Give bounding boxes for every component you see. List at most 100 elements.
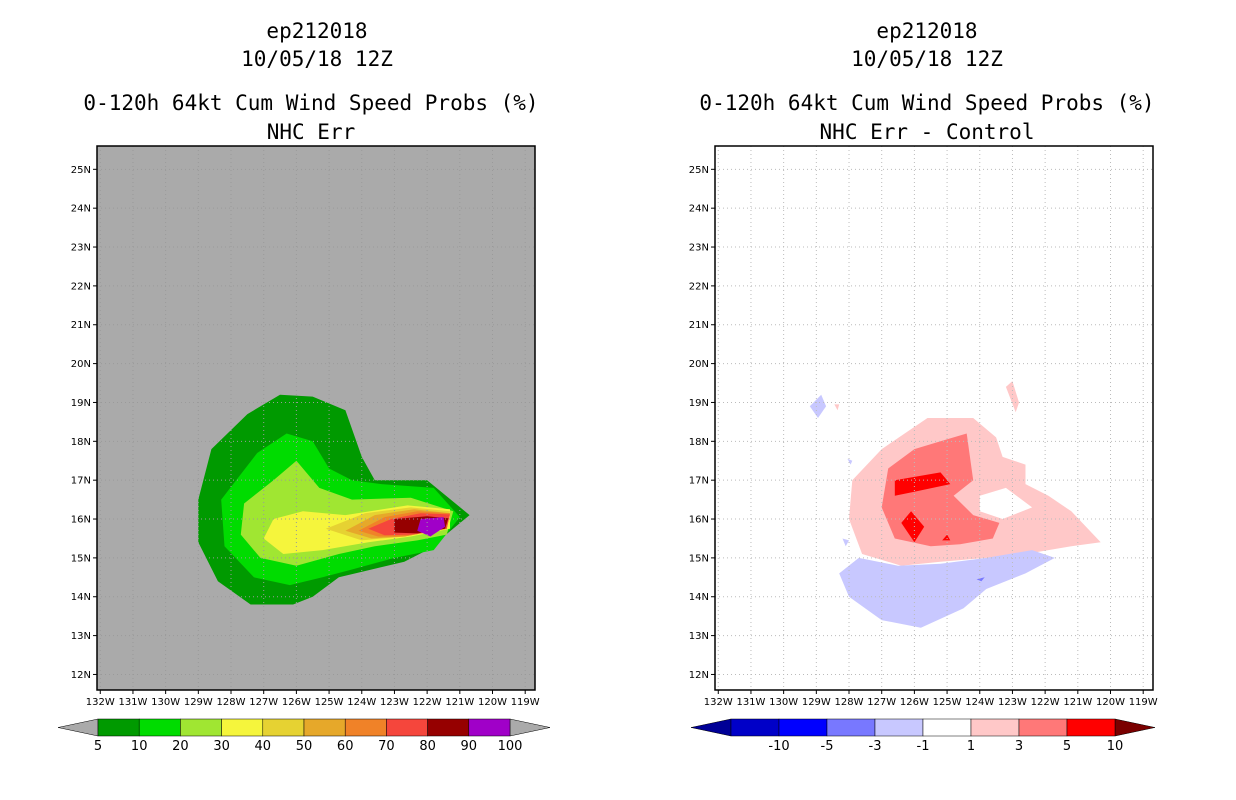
grid <box>97 146 535 690</box>
y-tick-label-25N: 25N <box>689 165 709 176</box>
x-tick-label-131W: 131W <box>118 697 147 708</box>
y-tick-label-24N: 24N <box>689 204 709 215</box>
x-tick-label-132W: 132W <box>86 697 115 708</box>
colorbar-label-1: -5 <box>821 739 834 754</box>
y-tick-label-21N: 21N <box>71 320 91 331</box>
colorbar-swatch-4 <box>262 718 305 737</box>
colorbar-label-0: 5 <box>94 739 102 754</box>
x-tick-label-123W: 123W <box>998 697 1027 708</box>
y-tick-label-14N: 14N <box>71 592 91 603</box>
y-tick-label-16N: 16N <box>689 515 709 526</box>
x-tick-label-123W: 123W <box>380 697 409 708</box>
y-tick-label-20N: 20N <box>689 359 709 370</box>
y-tick-label-18N: 18N <box>71 437 91 448</box>
y-tick-label-20N: 20N <box>71 359 91 370</box>
colorbar-swatch-1 <box>138 718 181 737</box>
colorbar-label-0: -10 <box>768 739 789 754</box>
colorbar-label-1: 10 <box>131 739 148 754</box>
colorbar-label-2: -3 <box>869 739 882 754</box>
colorbar-swatch-5 <box>303 718 346 737</box>
colorbar-label-6: 5 <box>1063 739 1071 754</box>
colorbar-high-end <box>509 718 551 737</box>
right-title-line-3: 0-120h 64kt Cum Wind Speed Probs (%) <box>699 91 1155 115</box>
y-tick-label-22N: 22N <box>689 281 709 292</box>
x-tick-label-127W: 127W <box>249 697 278 708</box>
y-tick-label-23N: 23N <box>71 243 91 254</box>
y-tick-label-16N: 16N <box>71 515 91 526</box>
x-tick-label-119W: 119W <box>511 697 540 708</box>
y-tick-label-13N: 13N <box>689 631 709 642</box>
x-tick-label-122W: 122W <box>413 697 442 708</box>
y-tick-label-23N: 23N <box>689 243 709 254</box>
x-tick-label-125W: 125W <box>933 697 962 708</box>
x-tick-label-124W: 124W <box>347 697 376 708</box>
x-tick-label-129W: 129W <box>802 697 831 708</box>
x-tick-label-119W: 119W <box>1129 697 1158 708</box>
left-title-line-2: 10/05/18 12Z <box>241 47 393 71</box>
right-title-line-1: ep212018 <box>876 19 978 43</box>
left-title-line-3: 0-120h 64kt Cum Wind Speed Probs (%) <box>83 91 539 115</box>
x-tick-label-124W: 124W <box>965 697 994 708</box>
right-title-line-2: 10/05/18 12Z <box>851 47 1003 71</box>
y-tick-label-19N: 19N <box>71 398 91 409</box>
x-tick-label-122W: 122W <box>1031 697 1060 708</box>
y-tick-label-25N: 25N <box>71 165 91 176</box>
x-tick-label-120W: 120W <box>478 697 507 708</box>
x-tick-label-125W: 125W <box>315 697 344 708</box>
colorbar-swatch-8 <box>427 718 470 737</box>
x-tick-label-131W: 131W <box>736 697 765 708</box>
colorbar-low-end <box>57 718 99 737</box>
x-tick-label-129W: 129W <box>184 697 213 708</box>
colorbar-swatch-6 <box>1018 718 1068 737</box>
y-tick-label-15N: 15N <box>71 553 91 564</box>
y-tick-label-17N: 17N <box>689 476 709 487</box>
colorbar-swatch-7 <box>386 718 428 737</box>
contour-level-neg1-9 <box>809 394 827 418</box>
y-tick-label-12N: 12N <box>689 670 709 681</box>
contour-level-neg1-10 <box>847 458 853 465</box>
x-tick-label-127W: 127W <box>867 697 896 708</box>
x-tick-label-126W: 126W <box>282 697 311 708</box>
contour-level-5-4 <box>894 472 951 496</box>
x-tick-label-126W: 126W <box>900 697 929 708</box>
colorbar-swatch-2 <box>180 718 222 737</box>
contour-level-neg1-7 <box>839 550 1055 628</box>
colorbar-swatch-5 <box>970 718 1020 737</box>
x-tick-label-130W: 130W <box>151 697 180 708</box>
colorbar-swatch-3 <box>874 718 924 737</box>
colorbar-label-4: 40 <box>255 739 272 754</box>
colorbar-swatch-0 <box>97 718 140 737</box>
colorbar-label-3: -1 <box>917 739 930 754</box>
y-tick-label-24N: 24N <box>71 204 91 215</box>
x-tick-label-121W: 121W <box>445 697 474 708</box>
colorbar: 5 10 20 30 40 50 60 70 80 90 100 <box>57 718 551 754</box>
x-tick-label-130W: 130W <box>769 697 798 708</box>
y-tick-label-17N: 17N <box>71 476 91 487</box>
colorbar: -10 -5 -3 -1 1 3 5 10 <box>690 718 1156 754</box>
panel-1: 132W 131W 130W 129W 128W 127W 126W 125W 124W 123W… <box>57 145 551 754</box>
y-tick-label-14N: 14N <box>689 592 709 603</box>
y-tick-label-18N: 18N <box>689 437 709 448</box>
colorbar-label-6: 60 <box>337 739 354 754</box>
colorbar-label-5: 50 <box>296 739 313 754</box>
colorbar-swatch-1 <box>778 718 828 737</box>
panel-2: 132W 131W 130W 129W 128W 127W 126W 125W 124W 123W… <box>689 145 1158 754</box>
colorbar-swatch-9 <box>468 718 511 737</box>
contour-level-neg1-11 <box>842 538 849 547</box>
plot-frame <box>714 145 1154 691</box>
contour-level-1-2 <box>834 404 840 411</box>
x-tick-label-120W: 120W <box>1096 697 1125 708</box>
y-tick-label-19N: 19N <box>689 398 709 409</box>
colorbar-swatch-7 <box>1066 718 1116 737</box>
x-tick-label-121W: 121W <box>1063 697 1092 708</box>
colorbar-swatch-0 <box>730 718 780 737</box>
contour-level-90-9 <box>417 517 446 537</box>
x-tick-label-128W: 128W <box>217 697 246 708</box>
colorbar-label-9: 90 <box>461 739 478 754</box>
plot-frame <box>96 145 536 691</box>
contour-level-neg3-8 <box>976 577 985 582</box>
contour-level-1-1 <box>1005 381 1019 413</box>
y-tick-label-13N: 13N <box>71 631 91 642</box>
x-tick-label-132W: 132W <box>704 697 733 708</box>
